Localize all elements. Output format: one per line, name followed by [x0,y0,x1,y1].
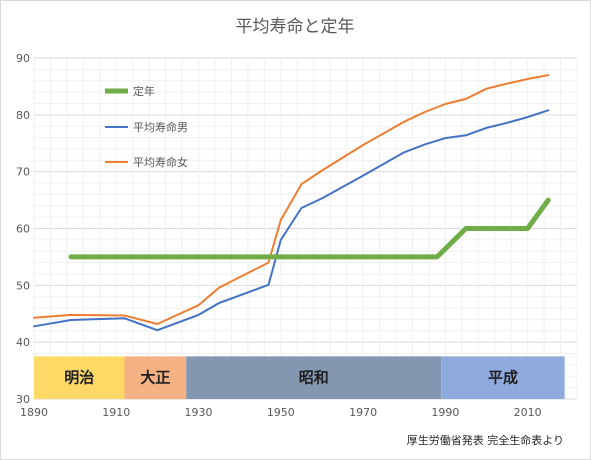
x-tick-label: 1930 [185,406,213,419]
era-band [186,356,442,399]
era-label: 大正 [140,369,170,387]
y-tick-label: 30 [16,393,30,406]
axis-tick-labels: 30 40 50 60 70 80 90 1890 1910 1930 1950 1970 1990 20… [16,52,542,419]
legend-label: 定年 [133,84,155,98]
era-bands: 明治 大正 昭和 平成 [34,356,565,399]
x-tick-label: 1890 [20,406,48,419]
source-note: 厚生労働省発表 完全生命表より [407,433,564,447]
y-tick-label: 90 [16,52,30,65]
era-band [124,356,187,399]
series-line-teinen [68,197,551,260]
era-label: 平成 [488,369,518,387]
legend-label: 平均寿命男 [133,120,188,134]
x-tick-label: 1910 [102,406,130,419]
series-lines [33,74,551,332]
y-tick-label: 70 [16,166,30,179]
series-line-male [33,109,550,332]
era-band [441,356,565,399]
gridlines [33,57,578,400]
y-tick-label: 50 [16,279,30,292]
y-tick-label: 80 [16,109,30,122]
x-tick-label: 1990 [431,406,459,419]
y-tick-label: 60 [16,223,30,236]
legend-label: 平均寿命女 [133,155,188,169]
x-tick-label: 1970 [349,406,377,419]
x-tick-label: 2010 [514,406,542,419]
era-band [34,356,125,399]
era-label: 明治 [64,369,94,387]
series-line-female [33,74,550,325]
era-label: 昭和 [299,369,329,387]
y-tick-label: 40 [16,336,30,349]
chart-title: 平均寿命と定年 [236,17,355,37]
x-tick-label: 1950 [267,406,295,419]
